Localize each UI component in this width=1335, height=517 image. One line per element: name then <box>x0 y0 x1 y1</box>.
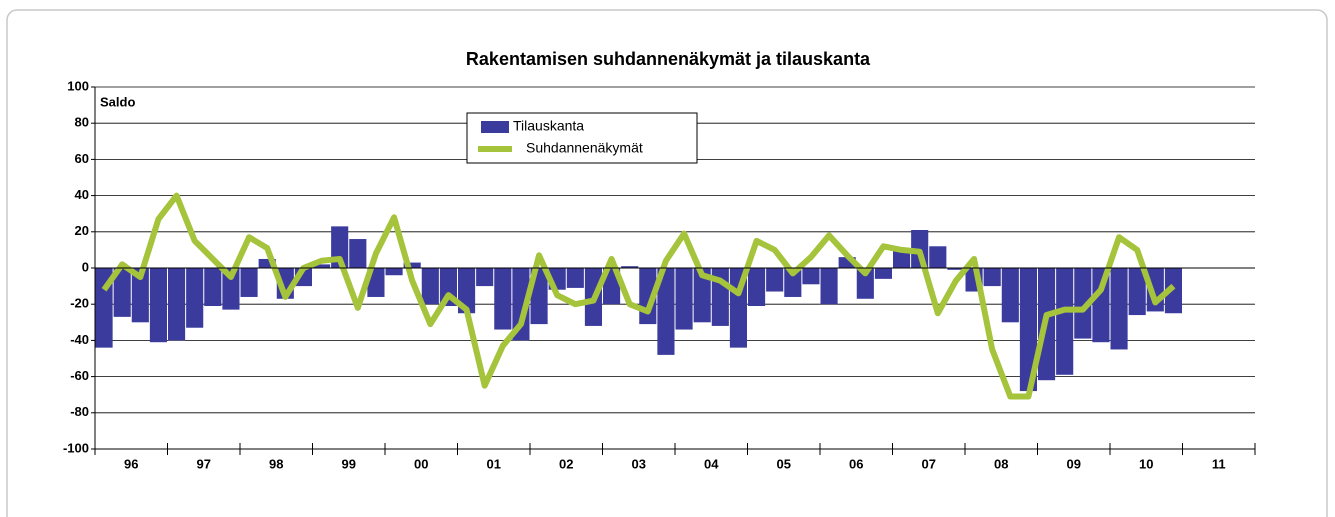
bar <box>1128 268 1146 316</box>
y-tick-label: 40 <box>75 187 89 202</box>
bar <box>1110 268 1128 350</box>
y-tick-label: 20 <box>75 223 89 238</box>
bar <box>820 268 838 305</box>
bar <box>929 246 947 268</box>
x-tick-label: 07 <box>922 456 936 471</box>
bar <box>947 268 965 270</box>
bar <box>512 268 530 341</box>
bar <box>204 268 222 307</box>
x-tick-label: 96 <box>124 456 138 471</box>
bar <box>186 268 204 328</box>
y-tick-label: 80 <box>75 115 89 130</box>
bar <box>476 268 494 287</box>
bar <box>893 249 911 268</box>
bar <box>1164 268 1182 314</box>
bar <box>1074 268 1092 339</box>
bar <box>802 268 820 285</box>
x-tick-label: 03 <box>632 456 646 471</box>
x-tick-label: 04 <box>704 456 719 471</box>
y-tick-label: -20 <box>70 296 89 311</box>
y-tick-label: 60 <box>75 151 89 166</box>
bar <box>222 268 240 310</box>
x-tick-label: 10 <box>1139 456 1153 471</box>
bar <box>240 268 258 297</box>
legend-swatch <box>481 121 509 133</box>
bar <box>874 268 892 279</box>
bar <box>149 268 167 343</box>
legend-label: Suhdannenäkymät <box>526 140 643 156</box>
bar <box>458 268 476 314</box>
x-tick-label: 99 <box>342 456 356 471</box>
bar <box>621 266 639 268</box>
bar <box>421 268 439 305</box>
y-tick-label: 0 <box>82 259 89 274</box>
bar <box>693 268 711 323</box>
line <box>101 192 1176 400</box>
bar <box>748 268 766 307</box>
bar <box>766 268 784 292</box>
bar <box>1001 268 1019 323</box>
bar <box>1056 268 1074 375</box>
x-tick-label: 00 <box>414 456 428 471</box>
bar <box>494 268 512 330</box>
bar <box>1019 268 1037 392</box>
bar <box>657 268 675 355</box>
bar <box>838 257 856 268</box>
bar <box>113 268 131 317</box>
y-axis-label: Saldo <box>100 94 135 109</box>
x-tick-label: 05 <box>777 456 791 471</box>
y-tick-label: -100 <box>63 440 89 455</box>
bar <box>403 262 421 268</box>
bar <box>313 264 331 268</box>
x-tick-label: 06 <box>849 456 863 471</box>
bar <box>1092 268 1110 343</box>
x-tick-label: 02 <box>559 456 573 471</box>
y-tick-label: -60 <box>70 368 89 383</box>
x-tick-label: 97 <box>197 456 211 471</box>
bar <box>856 268 874 299</box>
x-tick-label: 09 <box>1067 456 1081 471</box>
x-tick-label: 01 <box>487 456 501 471</box>
bar <box>258 258 276 268</box>
x-tick-label: 98 <box>269 456 283 471</box>
x-tick-label: 08 <box>994 456 1008 471</box>
bar <box>983 268 1001 287</box>
bar <box>168 268 186 341</box>
y-tick-label: 100 <box>67 78 89 93</box>
bar <box>784 268 802 297</box>
y-tick-label: -80 <box>70 404 89 419</box>
chart-title: Rakentamisen suhdannenäkymät ja tilauska… <box>466 49 871 69</box>
bar <box>675 268 693 330</box>
legend-label: Tilauskanta <box>513 118 584 134</box>
x-tick-label: 11 <box>1212 456 1226 471</box>
bar <box>349 239 367 268</box>
bar <box>131 268 149 323</box>
bar <box>566 268 584 288</box>
bar <box>385 268 403 276</box>
y-tick-label: -40 <box>70 332 89 347</box>
